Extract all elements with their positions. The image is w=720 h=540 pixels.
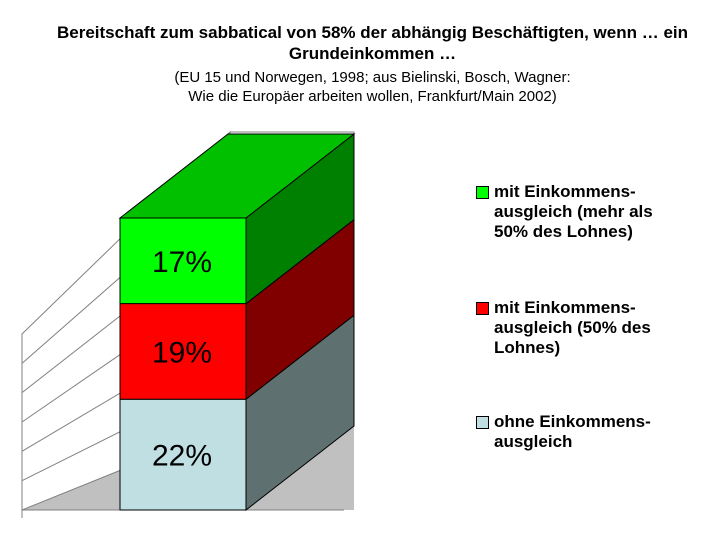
chart-title: Bereitschaft zum sabbatical von 58% der … xyxy=(56,23,689,63)
bar-front-face xyxy=(119,217,247,305)
data-label-0: 22% xyxy=(152,440,212,473)
data-label-1: 19% xyxy=(152,336,212,369)
chart-data-labels: 22% 19% 17% xyxy=(152,246,212,473)
title-block: Bereitschaft zum sabbatical von 58% der … xyxy=(0,22,720,106)
chart-bars xyxy=(118,132,356,512)
legend-label: mit Einkommens- ausgleich (mehr als 50% … xyxy=(494,182,653,241)
bar-segment-2 xyxy=(118,132,356,305)
bar-top-face xyxy=(118,133,356,219)
chart-subtitle-line-2: Wie die Europäer arbeiten wollen, Frankf… xyxy=(188,88,557,105)
chart-subtitle-line-1: (EU 15 und Norwegen, 1998; aus Bielinski… xyxy=(174,69,571,86)
data-label-2: 17% xyxy=(152,246,212,279)
legend-label: mit Einkommens- ausgleich (50% des Lohne… xyxy=(494,298,651,357)
bar-front-face xyxy=(119,398,247,511)
bar-segment-0 xyxy=(119,314,355,512)
bar-segment-1 xyxy=(119,218,355,401)
chart-subtitle: (EU 15 und Norwegen, 1998; aus Bielinski… xyxy=(0,68,720,106)
legend-label: ohne Einkommens- ausgleich xyxy=(494,412,651,451)
legend-swatch-green xyxy=(476,186,489,199)
legend-swatch-red xyxy=(476,302,489,315)
legend-swatch-lightblue xyxy=(476,416,489,429)
bar-front-face xyxy=(119,303,247,400)
